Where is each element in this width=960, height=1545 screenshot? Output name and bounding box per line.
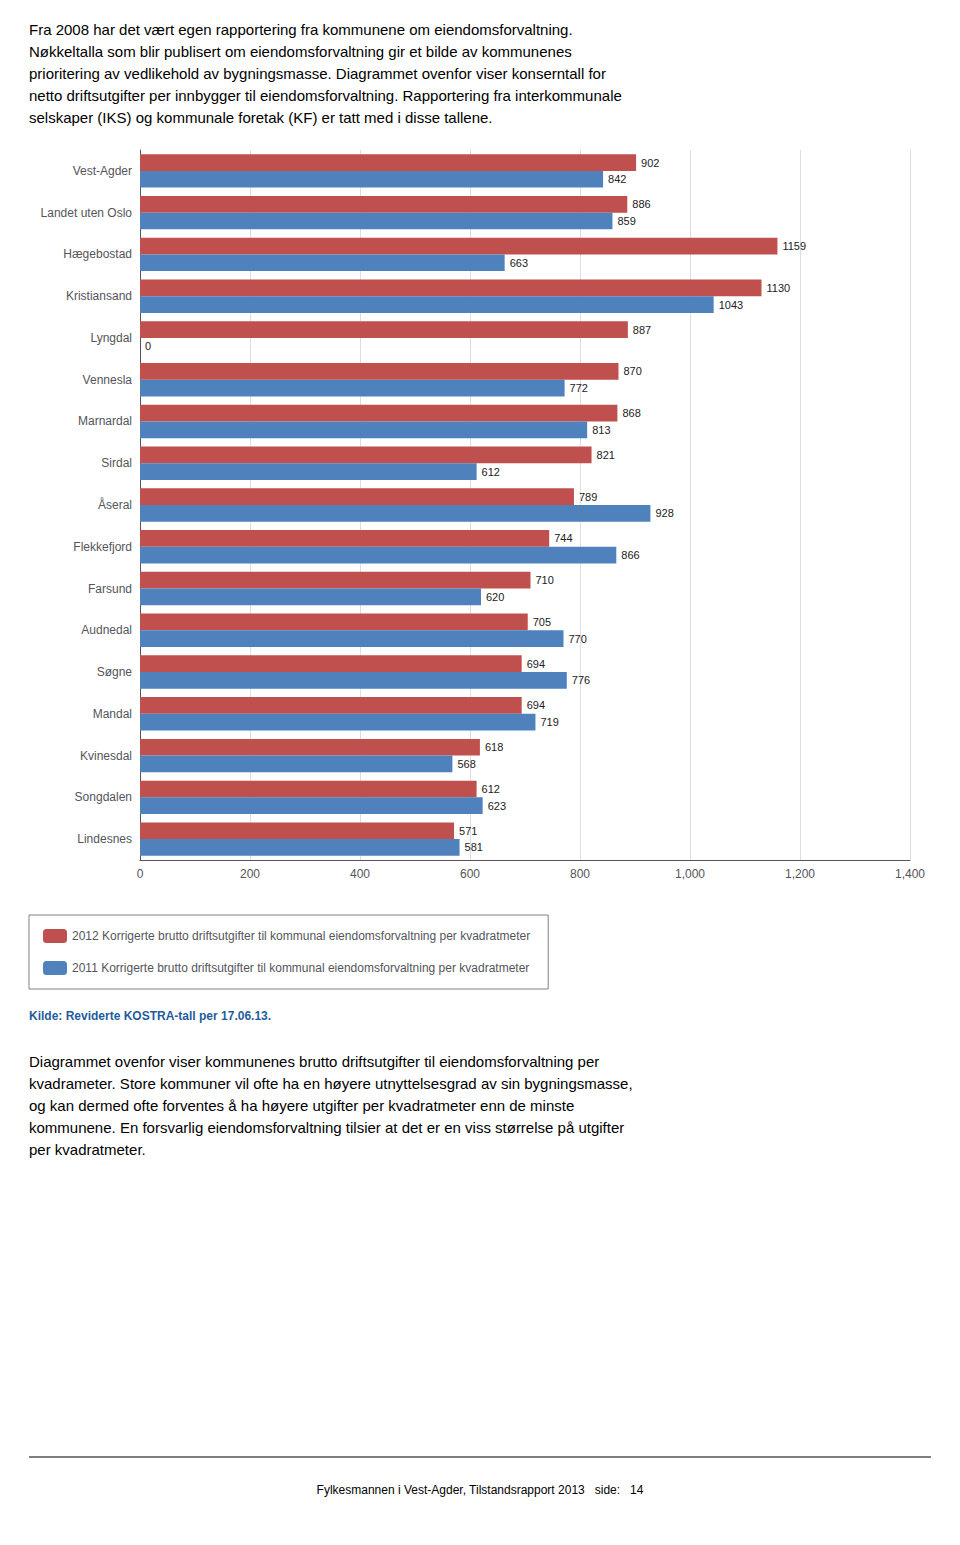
svg-text:1,200: 1,200	[785, 867, 815, 881]
svg-text:612: 612	[482, 783, 500, 795]
svg-text:Flekkefjord: Flekkefjord	[73, 540, 132, 554]
svg-text:Kilde: Reviderte KOSTRA-tall p: Kilde: Reviderte KOSTRA-tall per 17.06.1…	[29, 1009, 271, 1023]
svg-text:568: 568	[457, 758, 475, 770]
svg-text:per kvadratmeter.: per kvadratmeter.	[29, 1141, 146, 1158]
svg-text:842: 842	[608, 173, 626, 185]
svg-text:Marnardal: Marnardal	[78, 414, 132, 428]
svg-text:694: 694	[527, 699, 545, 711]
svg-text:1159: 1159	[782, 240, 806, 252]
svg-text:Fra 2008 har det vært egen rap: Fra 2008 har det vært egen rapportering …	[29, 21, 573, 38]
svg-text:Mandal: Mandal	[93, 707, 132, 721]
svg-text:902: 902	[641, 157, 659, 169]
svg-text:2012 Korrigerte brutto driftsu: 2012 Korrigerte brutto driftsutgifter ti…	[72, 929, 530, 943]
svg-text:prioritering av vedlikehold av: prioritering av vedlikehold av bygningsm…	[29, 65, 606, 82]
svg-text:Songdalen: Songdalen	[75, 790, 132, 804]
svg-text:886: 886	[632, 198, 650, 210]
svg-text:Landet uten Oslo: Landet uten Oslo	[41, 206, 133, 220]
svg-text:1043: 1043	[719, 299, 743, 311]
svg-text:705: 705	[533, 616, 551, 628]
svg-text:772: 772	[570, 382, 588, 394]
svg-text:800: 800	[570, 867, 590, 881]
svg-text:821: 821	[597, 449, 615, 461]
svg-text:710: 710	[536, 574, 554, 586]
svg-text:Fylkesmannen i Vest-Agder, Til: Fylkesmannen i Vest-Agder, Tilstandsrapp…	[317, 1483, 644, 1497]
svg-text:Lindesnes: Lindesnes	[77, 832, 132, 846]
svg-text:Søgne: Søgne	[97, 665, 133, 679]
svg-text:Farsund: Farsund	[88, 582, 132, 596]
svg-text:719: 719	[540, 716, 558, 728]
svg-text:744: 744	[554, 532, 572, 544]
svg-text:kommunene. En forsvarlig eiend: kommunene. En forsvarlig eiendomsforvalt…	[29, 1119, 624, 1136]
svg-text:866: 866	[621, 549, 639, 561]
svg-text:887: 887	[633, 324, 651, 336]
svg-text:694: 694	[527, 658, 545, 670]
svg-text:1130: 1130	[767, 282, 791, 294]
svg-text:400: 400	[350, 867, 370, 881]
svg-text:813: 813	[592, 424, 610, 436]
svg-text:Vennesla: Vennesla	[83, 373, 133, 387]
svg-text:600: 600	[460, 867, 480, 881]
svg-text:1,400: 1,400	[895, 867, 925, 881]
svg-text:789: 789	[579, 491, 597, 503]
svg-text:og kan dermed ofte forventes å: og kan dermed ofte forventes å ha høyere…	[29, 1097, 574, 1114]
svg-text:0: 0	[145, 340, 151, 352]
svg-text:620: 620	[486, 591, 504, 603]
svg-text:selskaper (IKS) og kommunale f: selskaper (IKS) og kommunale foretak (KF…	[29, 109, 493, 126]
svg-text:663: 663	[510, 257, 528, 269]
svg-text:571: 571	[459, 825, 477, 837]
svg-text:Kvinesdal: Kvinesdal	[80, 749, 132, 763]
svg-text:859: 859	[617, 215, 635, 227]
svg-text:Hægebostad: Hægebostad	[63, 247, 132, 261]
svg-text:612: 612	[482, 466, 500, 478]
svg-text:2011 Korrigerte brutto driftsu: 2011 Korrigerte brutto driftsutgifter ti…	[72, 961, 529, 975]
svg-text:200: 200	[240, 867, 260, 881]
svg-text:868: 868	[622, 407, 640, 419]
svg-text:Åseral: Åseral	[98, 497, 132, 512]
svg-text:Vest-Agder: Vest-Agder	[73, 164, 132, 178]
svg-text:0: 0	[137, 867, 144, 881]
svg-text:770: 770	[569, 633, 587, 645]
svg-text:Audnedal: Audnedal	[81, 623, 132, 637]
svg-text:netto driftsutgifter per innby: netto driftsutgifter per innbygger til e…	[29, 87, 622, 104]
svg-text:Lyngdal: Lyngdal	[90, 331, 132, 345]
svg-text:928: 928	[655, 507, 673, 519]
svg-text:618: 618	[485, 741, 503, 753]
svg-text:623: 623	[488, 800, 506, 812]
svg-text:Nøkkeltalla som blir publisert: Nøkkeltalla som blir publisert om eiendo…	[29, 43, 572, 60]
svg-text:Sirdal: Sirdal	[101, 456, 132, 470]
svg-text:581: 581	[465, 841, 483, 853]
svg-text:1,000: 1,000	[675, 867, 705, 881]
svg-text:Diagrammet ovenfor viser kommu: Diagrammet ovenfor viser kommunenes brut…	[29, 1053, 599, 1070]
svg-text:870: 870	[624, 365, 642, 377]
svg-text:kvadrameter. Store kommuner vi: kvadrameter. Store kommuner vil ofte ha …	[29, 1075, 633, 1092]
svg-text:Kristiansand: Kristiansand	[66, 289, 132, 303]
svg-text:776: 776	[572, 674, 590, 686]
